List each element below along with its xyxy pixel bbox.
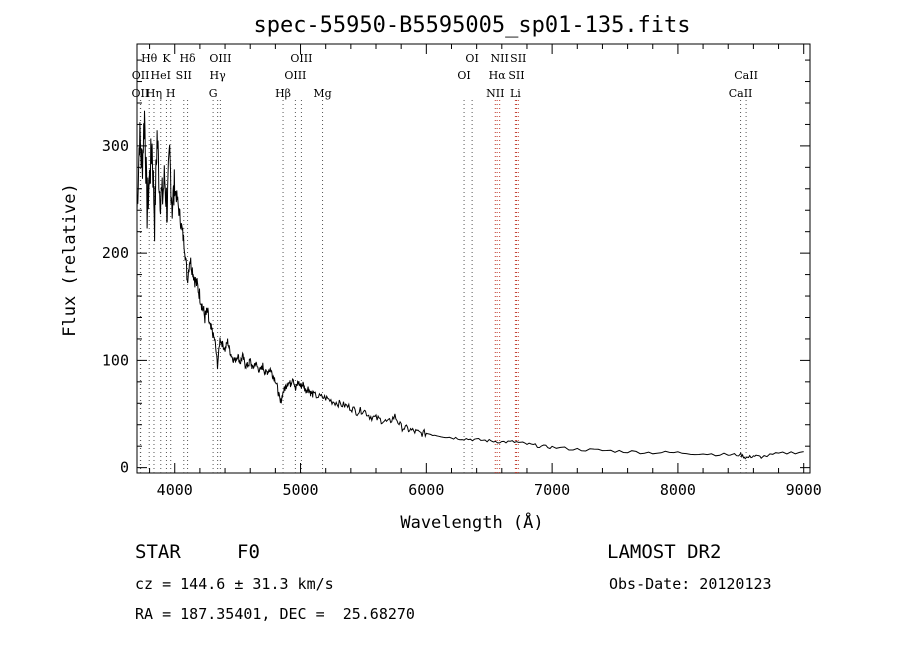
- emission-line-labels: OIIOIIHθHηHeIKHSIIHδGHγOIIIHβOIIIOIIIMgO…: [132, 52, 758, 100]
- line-label: Hδ: [179, 52, 196, 65]
- line-label: Hα: [489, 69, 507, 82]
- x-tick-label: 8000: [660, 481, 696, 499]
- line-label: CaII: [729, 87, 753, 100]
- line-label: Hγ: [210, 69, 227, 82]
- line-label: OIII: [284, 69, 306, 82]
- line-label: CaII: [734, 69, 758, 82]
- line-label: OII: [132, 69, 150, 82]
- line-label: NII: [491, 52, 509, 65]
- line-label: SII: [510, 52, 526, 65]
- redshift-velocity: cz = 144.6 ± 31.3 km/s: [135, 575, 334, 593]
- line-label: Hβ: [275, 87, 291, 100]
- line-label: G: [209, 87, 218, 100]
- y-tick-label: 200: [102, 244, 129, 262]
- x-axis-label: Wavelength (Å): [400, 511, 543, 533]
- line-label: H: [166, 87, 176, 100]
- y-tick-label: 0: [120, 459, 129, 477]
- spectral-subclass: F0: [237, 541, 260, 563]
- x-tick-label: 6000: [408, 481, 444, 499]
- line-label: HeI: [151, 69, 171, 82]
- y-tick-label: 100: [102, 351, 129, 369]
- line-label: Li: [510, 87, 521, 100]
- emission-line-markers: [139, 100, 747, 473]
- object-type: STAR: [135, 541, 181, 563]
- x-axis-ticks: 4000 5000 6000 7000 8000 9000: [149, 44, 822, 499]
- line-label: Hη: [146, 87, 162, 100]
- line-label: OI: [457, 69, 470, 82]
- x-tick-label: 5000: [282, 481, 318, 499]
- chart-title: spec-55950-B5595005_sp01-135.fits: [253, 13, 690, 38]
- line-label: Mg: [313, 87, 331, 100]
- survey-name: LAMOST DR2: [607, 541, 722, 563]
- x-tick-label: 9000: [786, 481, 822, 499]
- line-label: Hθ: [141, 52, 158, 65]
- plot-frame: [136, 43, 811, 474]
- line-label: SII: [508, 69, 524, 82]
- line-label: OI: [465, 52, 478, 65]
- spectrum-line: [136, 110, 804, 460]
- observation-date: Obs-Date: 20120123: [609, 575, 772, 593]
- y-axis-ticks: 0 100 200 300: [102, 59, 810, 477]
- y-axis-label: Flux (relative): [60, 183, 80, 337]
- line-label: NII: [486, 87, 504, 100]
- line-label: OIII: [209, 52, 231, 65]
- x-tick-label: 4000: [157, 481, 193, 499]
- line-label: OIII: [290, 52, 312, 65]
- sky-coordinates: RA = 187.35401, DEC = 25.68270: [135, 605, 415, 623]
- line-label: OII: [132, 87, 150, 100]
- line-label: SII: [176, 69, 192, 82]
- y-tick-label: 300: [102, 137, 129, 155]
- line-label: K: [162, 52, 171, 65]
- x-tick-label: 7000: [534, 481, 570, 499]
